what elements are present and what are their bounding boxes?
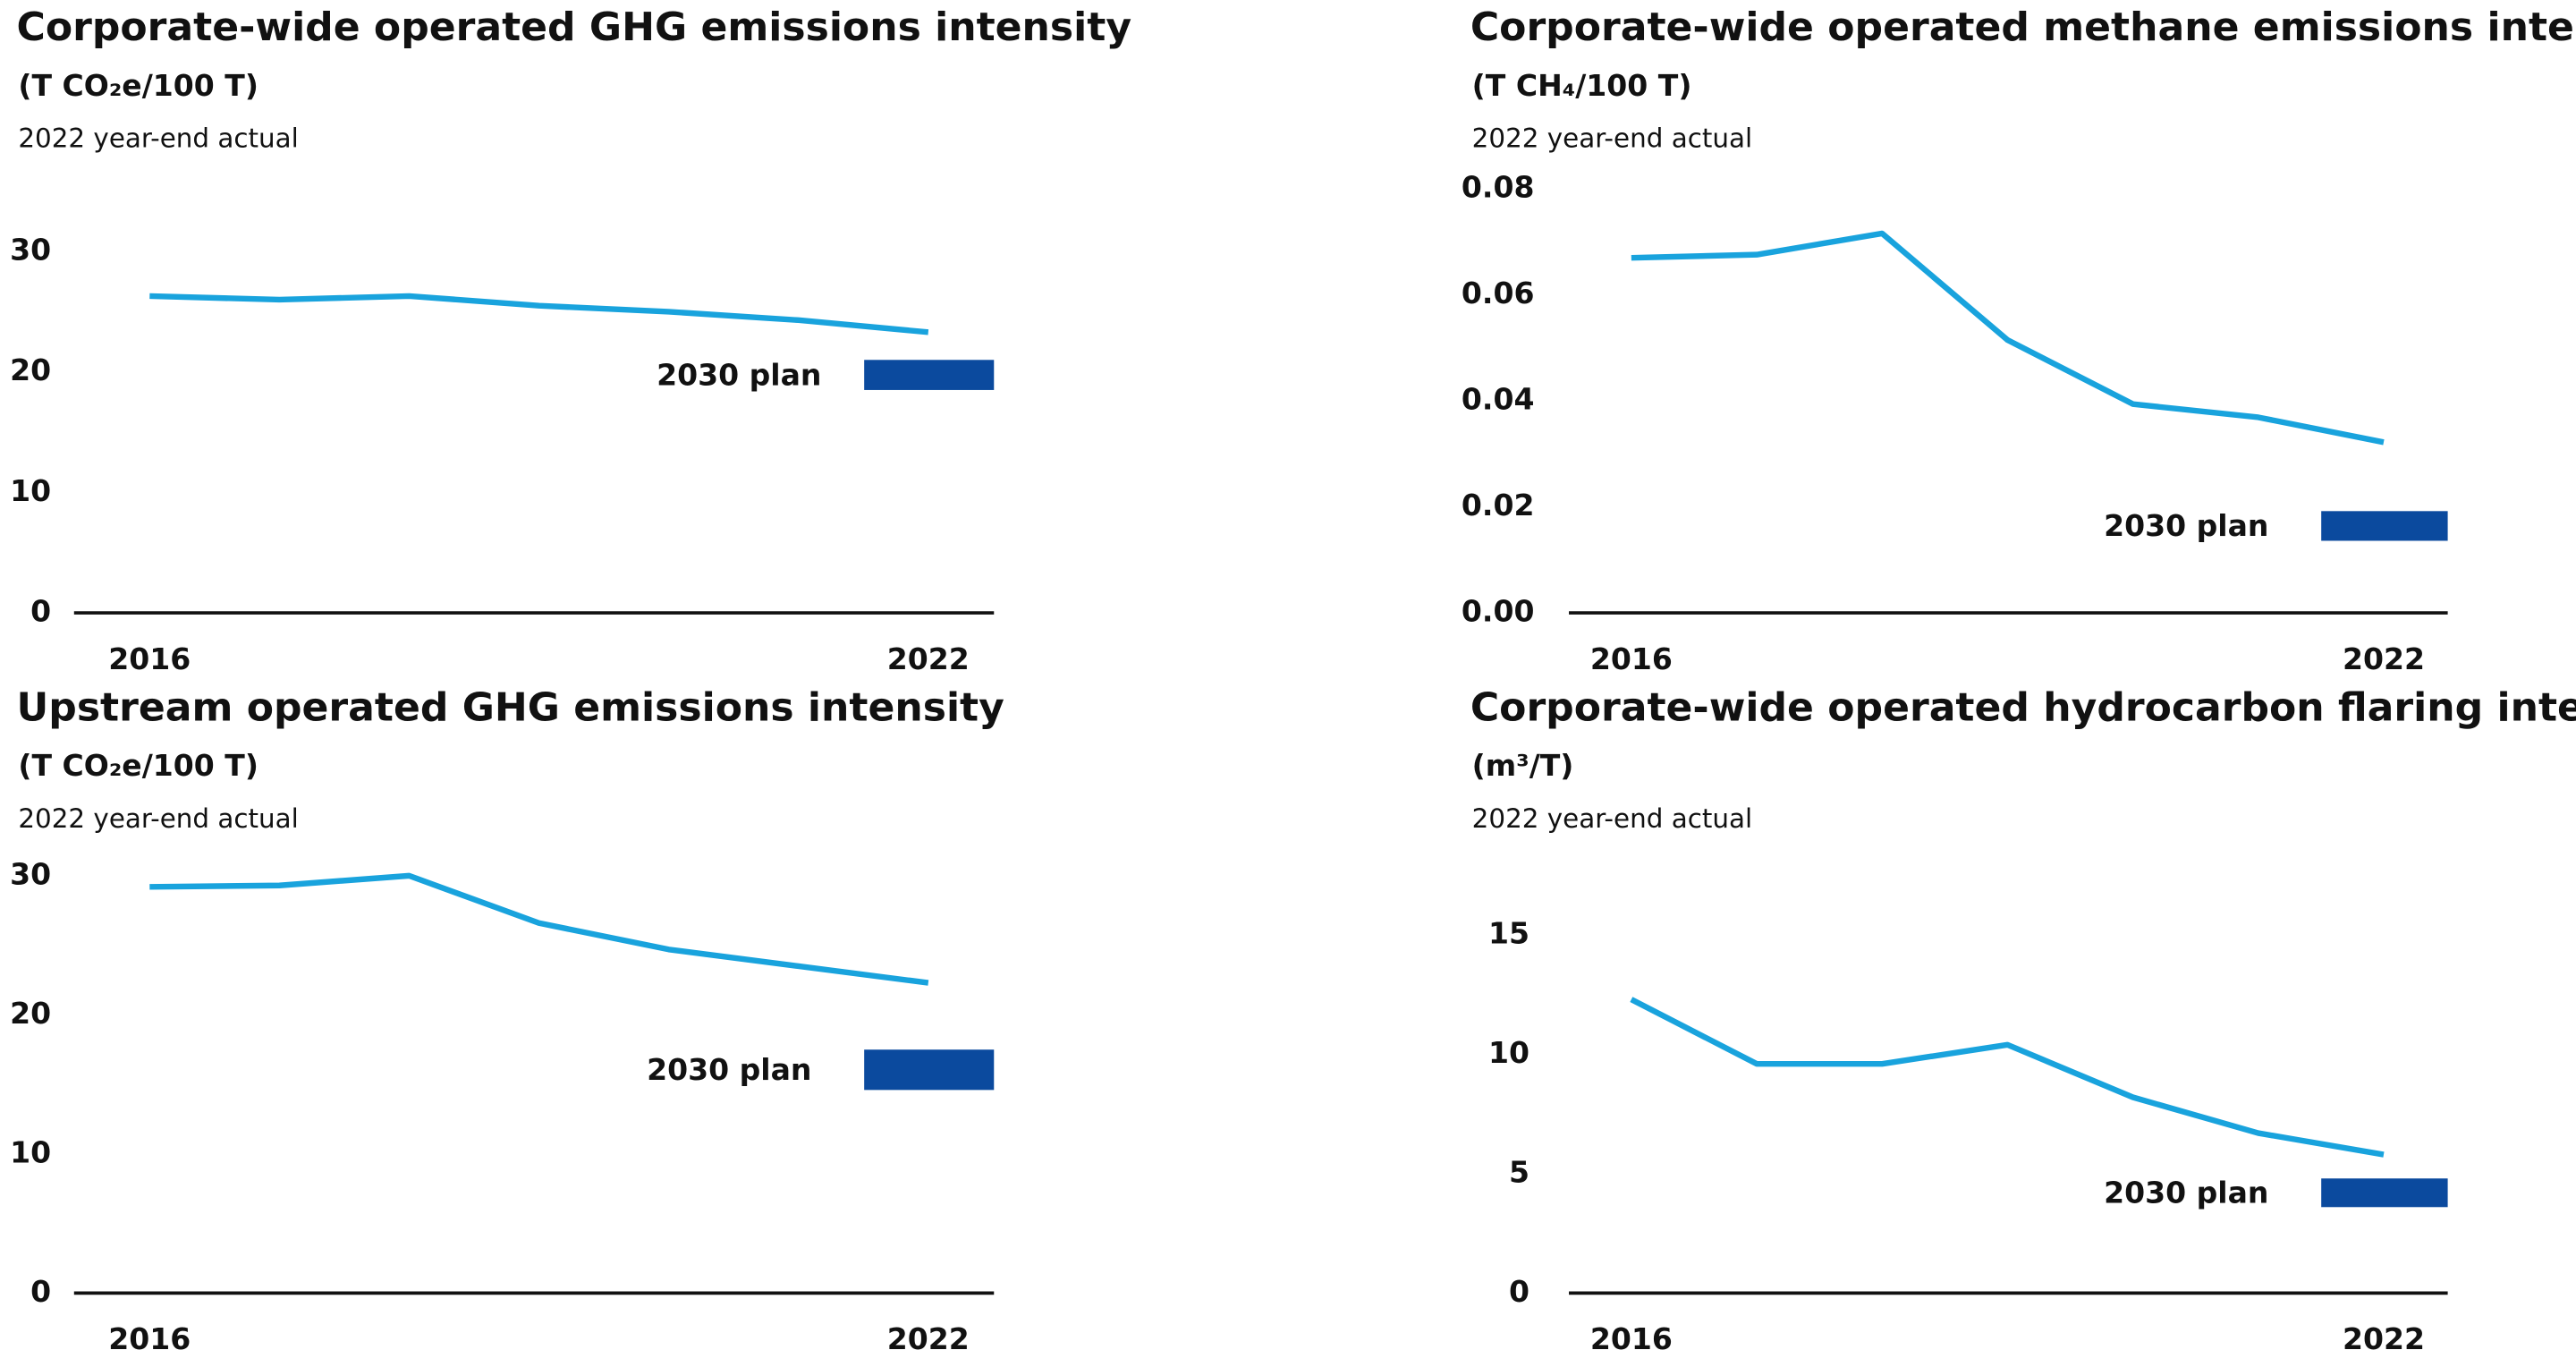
- subtitle: 2022 year-end actual: [18, 123, 298, 154]
- data-line: [1630, 997, 2385, 1158]
- y-tick-label: 0.02: [1462, 488, 1535, 522]
- chart-title: Corporate-wide operated GHG emissions in…: [17, 4, 1132, 50]
- units: (T CH₄/100 T): [1472, 68, 1692, 103]
- plan-label: 2030 plan: [2104, 1176, 2268, 1210]
- units: (T CO₂e/100 T): [18, 748, 258, 783]
- units: (T CO₂e/100 T): [18, 68, 258, 103]
- y-tick-label: 10: [1488, 1035, 1530, 1070]
- x-tick-label: 2022: [2343, 641, 2425, 676]
- y-tick-label: 0: [30, 1274, 51, 1309]
- y-tick-label: 0.00: [1462, 594, 1535, 629]
- y-tick-label: 20: [10, 996, 51, 1031]
- y-tick-label: 30: [10, 856, 51, 891]
- data-line: [149, 872, 929, 986]
- units: (m³/T): [1472, 748, 1574, 783]
- x-tick-label: 2016: [108, 641, 191, 676]
- y-tick-label: 5: [1509, 1154, 1530, 1189]
- y-tick-label: 10: [10, 473, 51, 508]
- y-tick-label: 0.04: [1462, 382, 1535, 417]
- plan-bar: [2321, 1178, 2448, 1208]
- plan-label: 2030 plan: [647, 1052, 811, 1087]
- plan-label: 2030 plan: [2104, 508, 2268, 543]
- x-tick-label: 2016: [1590, 641, 1673, 676]
- y-tick-label: 0: [1509, 1274, 1530, 1309]
- plan-bar: [864, 1049, 995, 1091]
- x-tick-label: 2022: [887, 1321, 970, 1356]
- x-tick-label: 2022: [887, 641, 970, 676]
- y-tick-label: 15: [1488, 916, 1530, 951]
- y-tick-label: 0: [30, 594, 51, 629]
- subtitle: 2022 year-end actual: [1472, 123, 1752, 154]
- y-tick-label: 10: [10, 1134, 51, 1169]
- plan-label: 2030 plan: [657, 357, 821, 392]
- chart-title: Corporate-wide operated methane emission…: [1470, 4, 2576, 50]
- x-tick-label: 2022: [2343, 1321, 2425, 1356]
- y-tick-label: 0.06: [1462, 276, 1535, 310]
- x-tick-label: 2016: [108, 1321, 191, 1356]
- subtitle: 2022 year-end actual: [1472, 803, 1752, 834]
- y-tick-label: 0.08: [1462, 170, 1535, 205]
- chart-title: Corporate-wide operated hydrocarbon flar…: [1470, 684, 2576, 730]
- subtitle: 2022 year-end actual: [18, 803, 298, 834]
- data-line: [149, 293, 929, 335]
- plan-bar: [864, 360, 995, 390]
- x-tick-label: 2016: [1590, 1321, 1673, 1356]
- data-line: [1631, 230, 2385, 446]
- plan-bar: [2321, 511, 2448, 541]
- y-tick-label: 20: [10, 352, 51, 387]
- chart-title: Upstream operated GHG emissions intensit…: [17, 684, 1004, 730]
- y-tick-label: 30: [10, 233, 51, 267]
